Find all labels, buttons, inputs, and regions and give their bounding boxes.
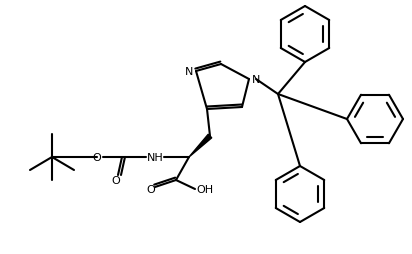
Polygon shape (189, 135, 212, 157)
Text: N: N (185, 67, 193, 77)
Text: N: N (252, 75, 260, 85)
Text: NH: NH (147, 152, 164, 162)
Text: O: O (112, 175, 120, 185)
Text: O: O (147, 184, 155, 194)
Text: O: O (93, 152, 101, 162)
Text: OH: OH (197, 184, 213, 194)
